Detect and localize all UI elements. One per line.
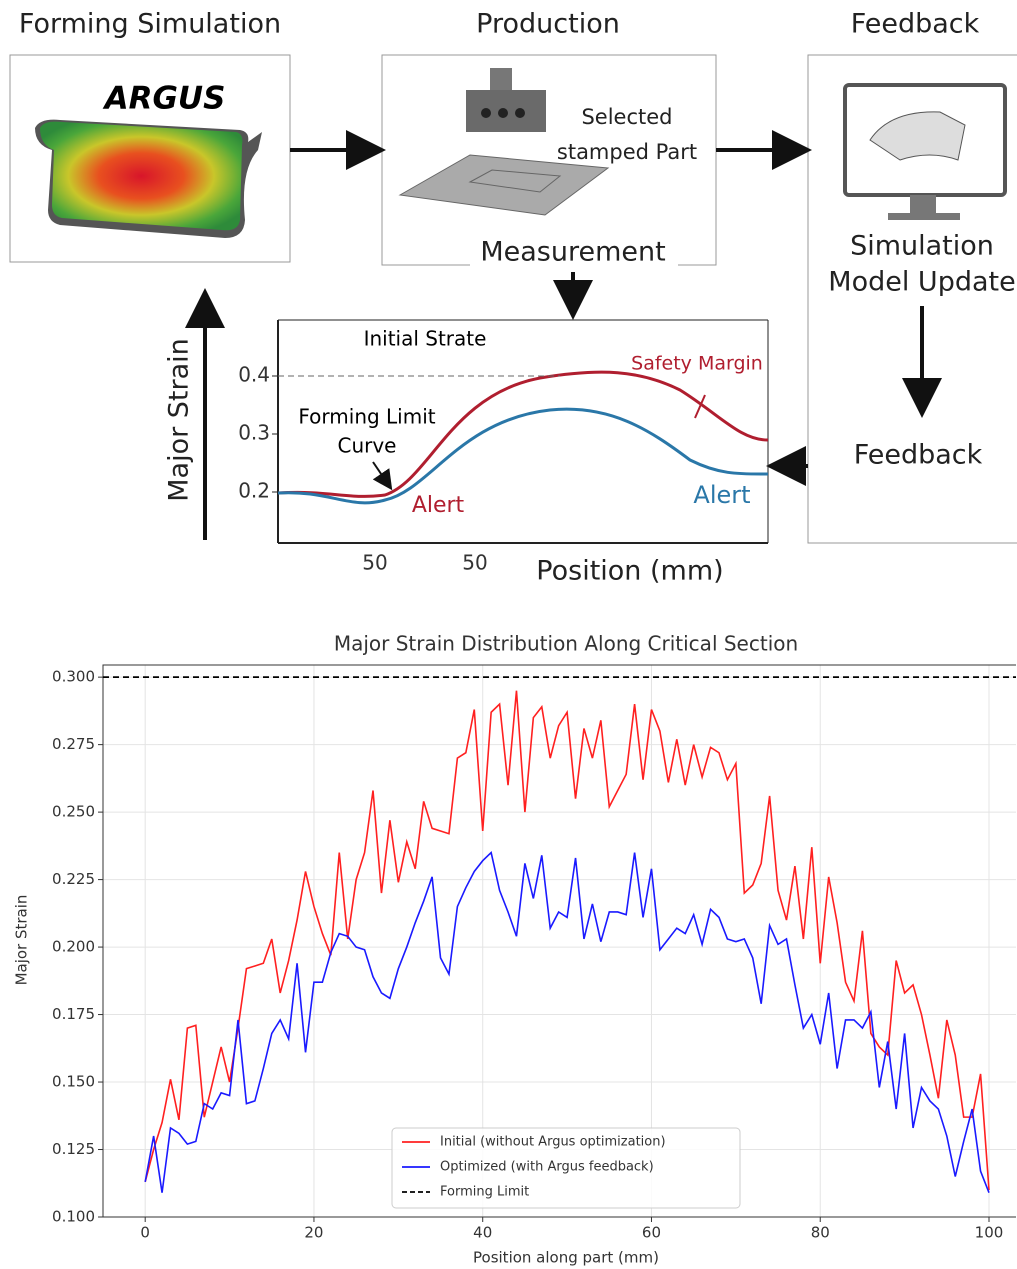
tick-label: 50 xyxy=(462,551,487,575)
axes-frame xyxy=(102,664,1016,1218)
legend-label: Forming Limit xyxy=(440,1185,529,1200)
schematic-curve xyxy=(277,407,769,505)
series-line xyxy=(144,690,990,1191)
legend-label: Optimized (with Argus feedback) xyxy=(440,1160,654,1175)
legend-box xyxy=(391,1127,741,1209)
annotation: Alert xyxy=(693,481,750,509)
annotation: Curve xyxy=(337,434,396,458)
y-tick-label: 0.250 xyxy=(52,803,95,821)
x-tick-label: 100 xyxy=(975,1224,1004,1242)
box xyxy=(381,54,717,266)
plate xyxy=(398,154,610,216)
press-icon xyxy=(490,68,512,90)
part-heatmap xyxy=(40,121,243,231)
y-tick-label: 0.225 xyxy=(52,870,95,888)
mesh-icon xyxy=(869,111,966,161)
chart-title: Major Strain Distribution Along Critical… xyxy=(334,632,798,656)
tick-label: 50 xyxy=(362,551,387,575)
label: Measurement xyxy=(480,237,665,268)
x-tick-label: 60 xyxy=(642,1224,661,1242)
label: Simulation xyxy=(850,231,994,262)
y-tick-label: 0.200 xyxy=(52,938,95,956)
annotation: Forming Limit xyxy=(298,405,435,429)
x-tick-label: 40 xyxy=(473,1224,492,1242)
plate xyxy=(468,169,562,193)
x-tick-label: 0 xyxy=(140,1224,150,1242)
y-tick-label: 0.125 xyxy=(52,1140,95,1158)
legend-label: Initial (without Argus optimization) xyxy=(440,1135,666,1150)
y-tick-label: 0.150 xyxy=(52,1073,95,1091)
annotation: Alert xyxy=(412,493,465,518)
y-tick-label: 0.300 xyxy=(52,668,95,686)
stage-title: Forming Simulation xyxy=(19,9,281,40)
annotation: Initial Strate xyxy=(364,327,487,351)
series-line xyxy=(144,851,990,1194)
label: Model Update xyxy=(828,267,1015,298)
y-tick-label: 0.275 xyxy=(52,735,95,753)
y-axis-label: Major Strain xyxy=(13,895,31,986)
annotation: Safety Margin xyxy=(631,353,763,375)
tick-label: 0.3 xyxy=(238,421,270,445)
x-tick-label: 20 xyxy=(304,1224,323,1242)
y-tick-label: 0.175 xyxy=(52,1005,95,1023)
axis-label: Major Strain xyxy=(164,338,195,502)
label: Feedback xyxy=(854,440,983,471)
software-name: ARGUS xyxy=(102,81,226,117)
y-tick-label: 0.100 xyxy=(52,1208,95,1226)
x-tick-label: 80 xyxy=(811,1224,830,1242)
axis-label: Position (mm) xyxy=(536,556,723,587)
label: stamped Part xyxy=(557,140,697,164)
stage-title: Production xyxy=(476,9,620,40)
x-axis-label: Position along part (mm) xyxy=(473,1249,659,1267)
stage-title: Feedback xyxy=(851,9,980,40)
tick-label: 0.2 xyxy=(238,479,270,503)
tick-label: 0.4 xyxy=(238,363,270,387)
label: Selected xyxy=(581,105,672,129)
